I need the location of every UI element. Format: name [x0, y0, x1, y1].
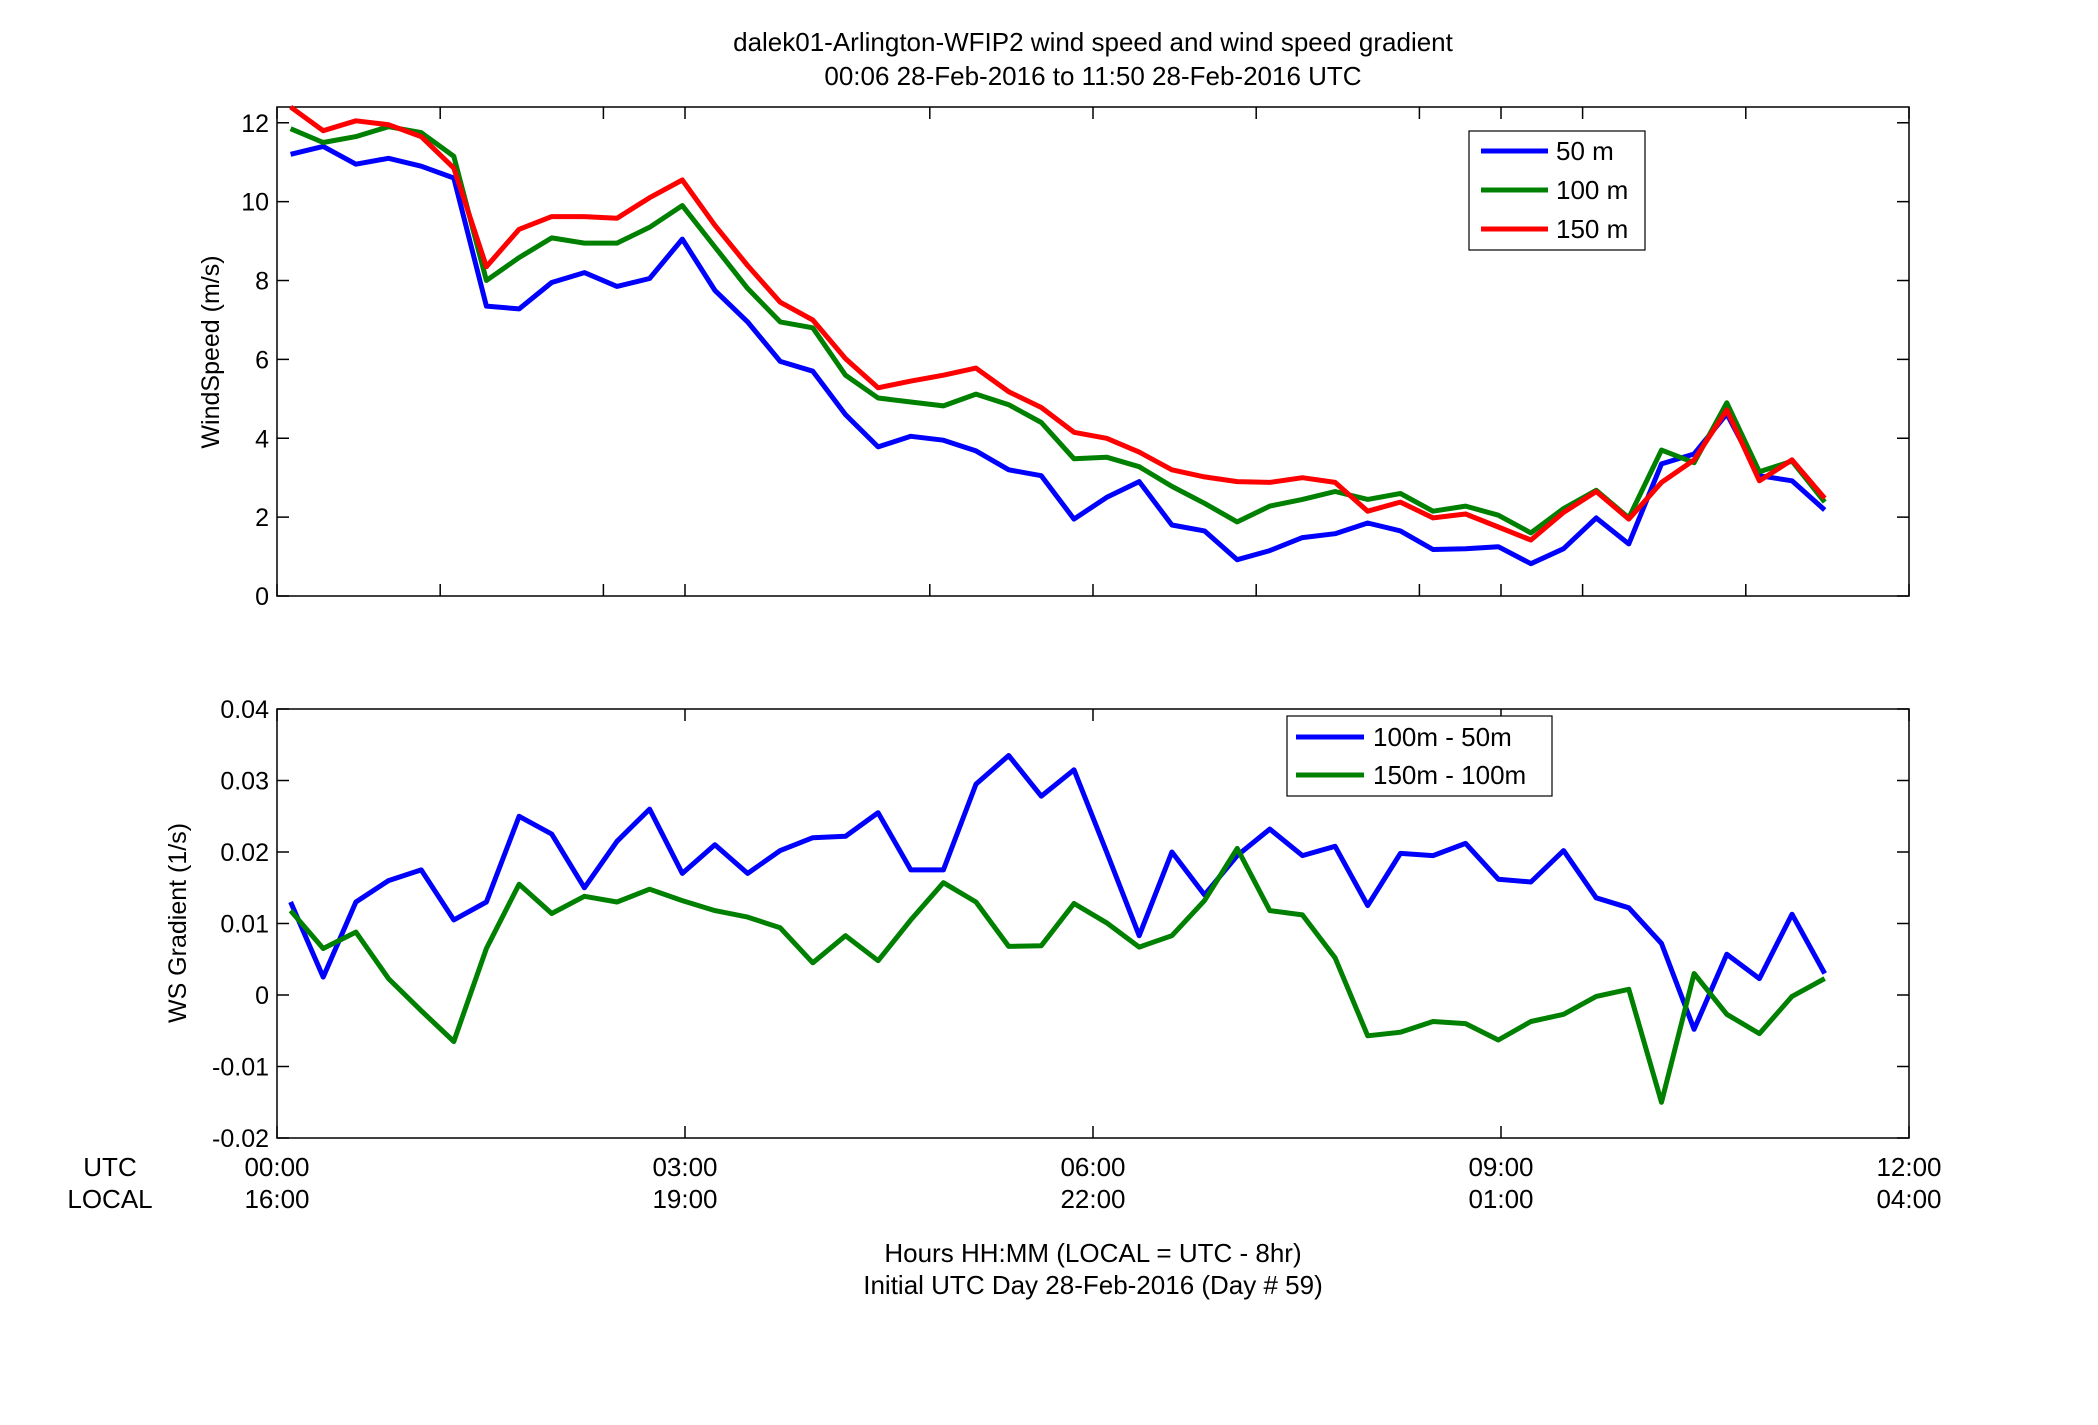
series-line-150-m: [289, 104, 1827, 543]
gr-y-tick-label: 0.04: [220, 696, 269, 724]
utc-row-label: UTC: [83, 1152, 136, 1182]
wind-speed-series-lines: [289, 104, 1827, 567]
gr-y-tick-label: 0.02: [220, 839, 269, 867]
wind-speed-plot-area: [276, 106, 1910, 597]
x-axis-footer-line-2: Initial UTC Day 28-Feb-2016 (Day # 59): [863, 1270, 1323, 1300]
x-tick-label-local: 19:00: [652, 1184, 717, 1214]
legend-label-100m: 100 m: [1556, 175, 1628, 205]
wind-speed-panel: 0 2 4 6 8 10 12 WindSpeed (m/s) 50 m 100 m 150…: [197, 104, 1910, 611]
gr-y-tick-label: 0.03: [220, 768, 269, 796]
legend-label-50m: 50 m: [1556, 136, 1614, 166]
x-tick-label-local: 16:00: [244, 1184, 309, 1214]
ws-y-tick-label: 10: [241, 189, 269, 217]
gr-y-tick-label: 0.01: [220, 911, 269, 939]
legend-label-100m-minus-50m: 100m - 50m: [1373, 722, 1512, 752]
legend-label-150m-minus-100m: 150m - 100m: [1373, 760, 1526, 790]
gr-y-tick-label: -0.02: [212, 1125, 269, 1153]
x-tick-label-local: 04:00: [1876, 1184, 1941, 1214]
series-line-50-m: [290, 143, 1827, 567]
ws-y-tick-label: 0: [255, 583, 269, 611]
gradient-y-axis-label: WS Gradient (1/s): [164, 823, 192, 1023]
x-tick-label-utc: 00:00: [244, 1152, 309, 1182]
x-tick-label-utc: 06:00: [1060, 1152, 1125, 1182]
series-line-100-m: [289, 124, 1827, 536]
x-tick-label-utc: 12:00: [1876, 1152, 1941, 1182]
ws-y-tick-label: 4: [255, 425, 269, 453]
series-line-100m-50m: [288, 753, 1827, 1032]
gradient-plot-area: [276, 708, 1910, 1139]
gradient-ticks: -0.02 -0.01 0 0.01 0.02 0.03 0.04: [212, 696, 1910, 1153]
local-row-label: LOCAL: [67, 1184, 152, 1214]
figure-title-line-1: dalek01-Arlington-WFIP2 wind speed and w…: [733, 27, 1454, 57]
x-tick-label-local: 01:00: [1468, 1184, 1533, 1214]
gradient-panel: -0.02 -0.01 0 0.01 0.02 0.03 0.04 WS Gradient …: [164, 696, 1910, 1153]
x-axis-footer-line-1: Hours HH:MM (LOCAL = UTC - 8hr): [884, 1238, 1301, 1268]
wind-speed-y-axis-label: WindSpeed (m/s): [197, 255, 225, 448]
figure-title-line-2: 00:06 28-Feb-2016 to 11:50 28-Feb-2016 U…: [824, 61, 1361, 91]
x-tick-label-utc: 09:00: [1468, 1152, 1533, 1182]
x-tick-label-local: 22:00: [1060, 1184, 1125, 1214]
wind-speed-ticks: 0 2 4 6 8 10 12: [241, 107, 1910, 611]
wind-speed-legend: 50 m 100 m 150 m: [1468, 130, 1646, 251]
series-line-150m-100m: [288, 845, 1826, 1105]
x-tick-label-utc: 03:00: [652, 1152, 717, 1182]
gradient-legend-box: [1286, 715, 1553, 797]
gradient-series-lines: [288, 753, 1827, 1105]
ws-y-tick-label: 12: [241, 110, 269, 138]
ws-y-tick-label: 6: [255, 346, 269, 374]
gr-y-tick-label: -0.01: [212, 1054, 269, 1082]
gr-y-tick-label: 0: [255, 982, 269, 1010]
gradient-legend: 100m - 50m 150m - 100m: [1286, 715, 1553, 797]
ws-y-tick-label: 8: [255, 268, 269, 296]
legend-label-150m: 150 m: [1556, 214, 1628, 244]
ws-y-tick-label: 2: [255, 504, 269, 532]
